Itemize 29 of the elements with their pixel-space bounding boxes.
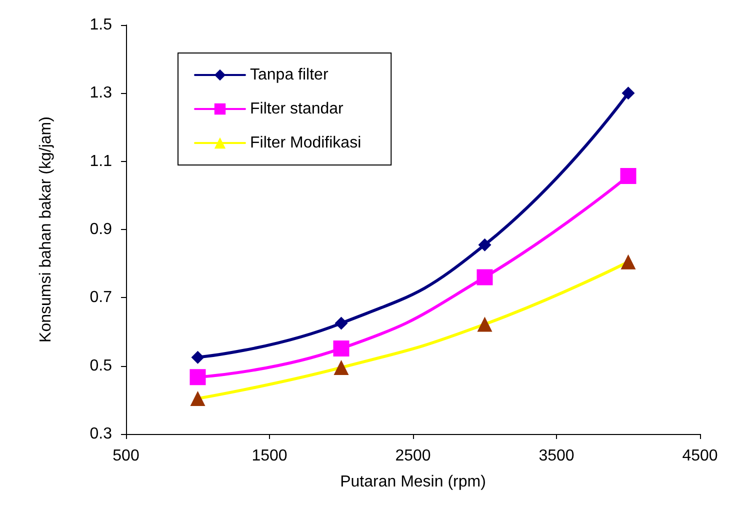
- point: [334, 360, 349, 376]
- point: [620, 254, 636, 270]
- point: [191, 350, 204, 364]
- point: [334, 316, 348, 330]
- y-tick-label: 1.1: [90, 152, 112, 170]
- y-axis-title: Konsumsi bahan bakar (kg/jam): [38, 116, 54, 342]
- y-tick-label: 0.9: [90, 221, 112, 238]
- point: [190, 369, 206, 386]
- point: [333, 340, 350, 356]
- legend-label: Filter Modifikasi: [250, 134, 362, 152]
- point: [478, 238, 492, 252]
- point: [190, 391, 206, 406]
- y-tick-label: 1.3: [90, 84, 112, 102]
- y-tick-label: 0.5: [90, 357, 112, 374]
- x-tick-label: 2500: [395, 448, 431, 464]
- point: [477, 316, 492, 332]
- y-tick-label: 0.7: [90, 289, 112, 306]
- y-tick-label: 1.5: [90, 16, 112, 34]
- point: [476, 269, 493, 286]
- point: [622, 86, 635, 100]
- x-tick-label: 3500: [538, 448, 574, 464]
- legend-label: Filter standar: [250, 100, 344, 118]
- point: [620, 168, 636, 184]
- x-tick-label: 1500: [252, 448, 288, 464]
- x-tick-label: 4500: [682, 448, 718, 464]
- x-axis-title: Putaran Mesin (rpm): [340, 474, 486, 490]
- y-tick-label: 0.3: [90, 426, 112, 442]
- legend-label: Tanpa filter: [250, 66, 329, 84]
- x-tick-label: 500: [112, 448, 140, 464]
